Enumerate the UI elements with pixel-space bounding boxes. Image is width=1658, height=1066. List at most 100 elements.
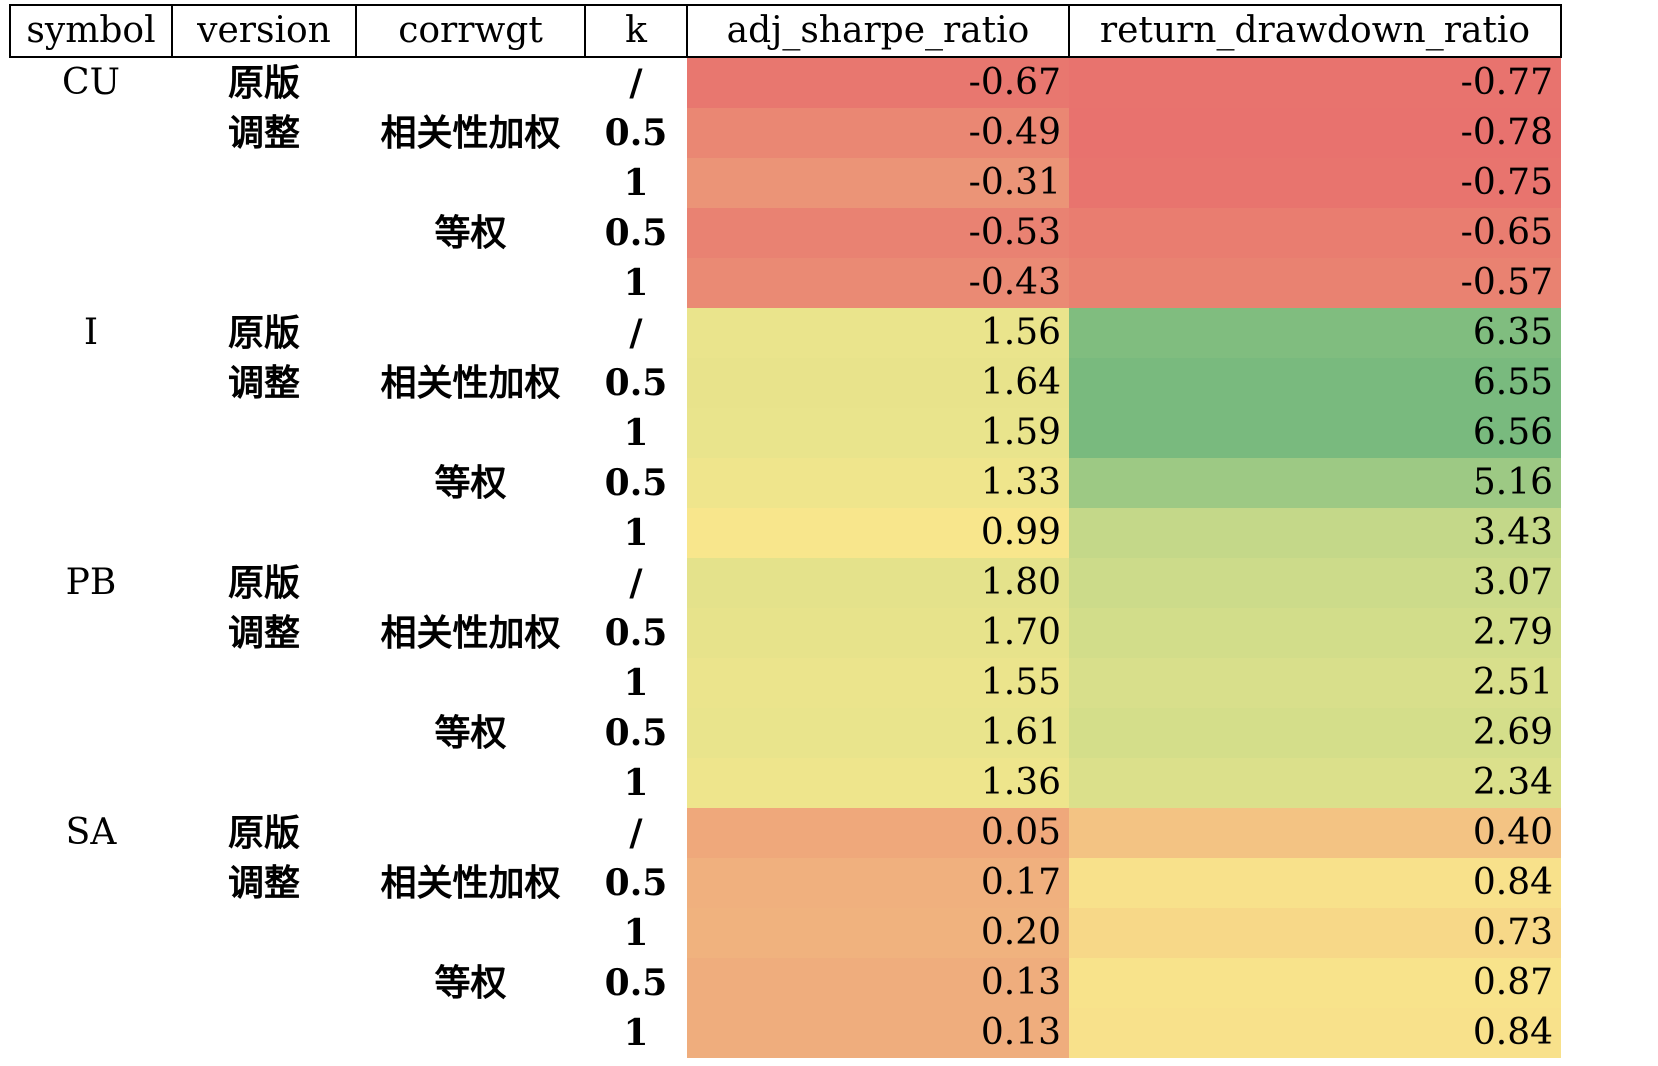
return-drawdown-ratio-cell: -0.78 bbox=[1069, 108, 1561, 158]
k-cell: / bbox=[629, 312, 643, 354]
k-cell: 0.5 bbox=[604, 612, 668, 654]
return-drawdown-ratio-cell: 6.56 bbox=[1069, 408, 1561, 458]
return-drawdown-ratio-cell: 5.16 bbox=[1069, 458, 1561, 508]
k-cell: 1 bbox=[623, 162, 649, 204]
header-symbol: symbol bbox=[9, 4, 173, 58]
table-row: CU 原版 / -0.67 -0.77 bbox=[10, 57, 1561, 108]
k-cell: 0.5 bbox=[604, 462, 668, 504]
version-cell: 原版 bbox=[227, 62, 300, 104]
k-cell: 1 bbox=[623, 512, 649, 554]
k-cell: 0.5 bbox=[604, 862, 668, 904]
symbol-cell: PB bbox=[65, 562, 117, 603]
k-cell: 0.5 bbox=[604, 112, 668, 154]
corrwgt-cell: 相关性加权 bbox=[380, 112, 561, 154]
table-row: 调整 相关性加权 0.5 1.70 2.79 bbox=[10, 608, 1561, 658]
corrwgt-cell: 等权 bbox=[434, 962, 507, 1004]
version-cell: 调整 bbox=[227, 862, 300, 904]
k-cell: 1 bbox=[623, 762, 649, 804]
table-row: 调整 相关性加权 0.5 1.64 6.55 bbox=[10, 358, 1561, 408]
table-row: 1 -0.43 -0.57 bbox=[10, 258, 1561, 308]
corrwgt-cell bbox=[356, 308, 585, 358]
table-row: 1 1.55 2.51 bbox=[10, 658, 1561, 708]
header-adj-sharpe-ratio: adj_sharpe_ratio bbox=[686, 4, 1070, 58]
adj-sharpe-ratio-cell: 0.13 bbox=[687, 958, 1069, 1008]
adj-sharpe-ratio-cell: 0.17 bbox=[687, 858, 1069, 908]
version-cell: 调整 bbox=[227, 112, 300, 154]
adj-sharpe-ratio-cell: -0.49 bbox=[687, 108, 1069, 158]
header-k: k bbox=[584, 4, 688, 58]
return-drawdown-ratio-cell: -0.65 bbox=[1069, 208, 1561, 258]
table-row: 1 -0.31 -0.75 bbox=[10, 158, 1561, 208]
header-return-drawdown-ratio: return_drawdown_ratio bbox=[1068, 4, 1562, 58]
adj-sharpe-ratio-cell: 1.55 bbox=[687, 658, 1069, 708]
corrwgt-cell: 等权 bbox=[434, 462, 507, 504]
k-cell: 1 bbox=[623, 662, 649, 704]
table-row: 等权 0.5 1.33 5.16 bbox=[10, 458, 1561, 508]
table-row: 调整 相关性加权 0.5 0.17 0.84 bbox=[10, 858, 1561, 908]
table-row: 1 1.36 2.34 bbox=[10, 758, 1561, 808]
table-body: CU 原版 / -0.67 -0.77 调整 相关性加权 0.5 -0.49 -0.78 1 -0.3… bbox=[10, 57, 1561, 1058]
results-table: symbol version corrwgt k adj_sharpe_rati… bbox=[9, 4, 1562, 1058]
adj-sharpe-ratio-cell: 1.59 bbox=[687, 408, 1069, 458]
k-cell: 0.5 bbox=[604, 212, 668, 254]
return-drawdown-ratio-cell: 6.55 bbox=[1069, 358, 1561, 408]
header-row: symbol version corrwgt k adj_sharpe_rati… bbox=[9, 4, 1562, 58]
k-cell: 0.5 bbox=[604, 362, 668, 404]
table-row: 等权 0.5 1.61 2.69 bbox=[10, 708, 1561, 758]
adj-sharpe-ratio-cell: -0.43 bbox=[687, 258, 1069, 308]
adj-sharpe-ratio-cell: 0.99 bbox=[687, 508, 1069, 558]
table-row: 1 0.20 0.73 bbox=[10, 908, 1561, 958]
return-drawdown-ratio-cell: 3.07 bbox=[1069, 558, 1561, 608]
adj-sharpe-ratio-cell: 1.56 bbox=[687, 308, 1069, 358]
table-row: 等权 0.5 -0.53 -0.65 bbox=[10, 208, 1561, 258]
k-cell: 0.5 bbox=[604, 962, 668, 1004]
symbol-cell: SA bbox=[65, 812, 117, 853]
version-cell: 原版 bbox=[227, 312, 300, 354]
corrwgt-cell: 相关性加权 bbox=[380, 862, 561, 904]
header-corrwgt: corrwgt bbox=[355, 4, 586, 58]
version-cell: 调整 bbox=[227, 362, 300, 404]
k-cell: 1 bbox=[623, 912, 649, 954]
adj-sharpe-ratio-cell: 1.80 bbox=[687, 558, 1069, 608]
corrwgt-cell: 等权 bbox=[434, 712, 507, 754]
return-drawdown-ratio-cell: 0.84 bbox=[1069, 858, 1561, 908]
corrwgt-cell bbox=[356, 558, 585, 608]
adj-sharpe-ratio-cell: 1.70 bbox=[687, 608, 1069, 658]
k-cell: / bbox=[629, 562, 643, 604]
table-row: 等权 0.5 0.13 0.87 bbox=[10, 958, 1561, 1008]
corrwgt-cell bbox=[356, 808, 585, 858]
header-version: version bbox=[171, 4, 357, 58]
return-drawdown-ratio-cell: 0.40 bbox=[1069, 808, 1561, 858]
table-row: 1 0.13 0.84 bbox=[10, 1008, 1561, 1058]
k-cell: 0.5 bbox=[604, 712, 668, 754]
symbol-cell: I bbox=[83, 312, 99, 353]
adj-sharpe-ratio-cell: -0.31 bbox=[687, 158, 1069, 208]
k-cell: / bbox=[629, 812, 643, 854]
adj-sharpe-ratio-cell: 1.64 bbox=[687, 358, 1069, 408]
table-row: SA 原版 / 0.05 0.40 bbox=[10, 808, 1561, 858]
k-cell: / bbox=[629, 62, 643, 104]
adj-sharpe-ratio-cell: 1.36 bbox=[687, 758, 1069, 808]
return-drawdown-ratio-cell: 2.51 bbox=[1069, 658, 1561, 708]
return-drawdown-ratio-cell: -0.75 bbox=[1069, 158, 1561, 208]
return-drawdown-ratio-cell: 0.73 bbox=[1069, 908, 1561, 958]
return-drawdown-ratio-cell: 2.69 bbox=[1069, 708, 1561, 758]
table-row: 调整 相关性加权 0.5 -0.49 -0.78 bbox=[10, 108, 1561, 158]
k-cell: 1 bbox=[623, 262, 649, 304]
symbol-cell: CU bbox=[62, 62, 120, 103]
corrwgt-cell: 等权 bbox=[434, 212, 507, 254]
corrwgt-cell bbox=[356, 57, 585, 108]
return-drawdown-ratio-cell: -0.57 bbox=[1069, 258, 1561, 308]
return-drawdown-ratio-cell: 0.84 bbox=[1069, 1008, 1561, 1058]
version-cell: 原版 bbox=[227, 562, 300, 604]
return-drawdown-ratio-cell: -0.77 bbox=[1069, 57, 1561, 108]
version-cell: 原版 bbox=[227, 812, 300, 854]
k-cell: 1 bbox=[623, 1012, 649, 1054]
adj-sharpe-ratio-cell: -0.67 bbox=[687, 57, 1069, 108]
return-drawdown-ratio-cell: 0.87 bbox=[1069, 958, 1561, 1008]
adj-sharpe-ratio-cell: 0.20 bbox=[687, 908, 1069, 958]
adj-sharpe-ratio-cell: 0.13 bbox=[687, 1008, 1069, 1058]
adj-sharpe-ratio-cell: 1.61 bbox=[687, 708, 1069, 758]
adj-sharpe-ratio-cell: 0.05 bbox=[687, 808, 1069, 858]
adj-sharpe-ratio-cell: -0.53 bbox=[687, 208, 1069, 258]
